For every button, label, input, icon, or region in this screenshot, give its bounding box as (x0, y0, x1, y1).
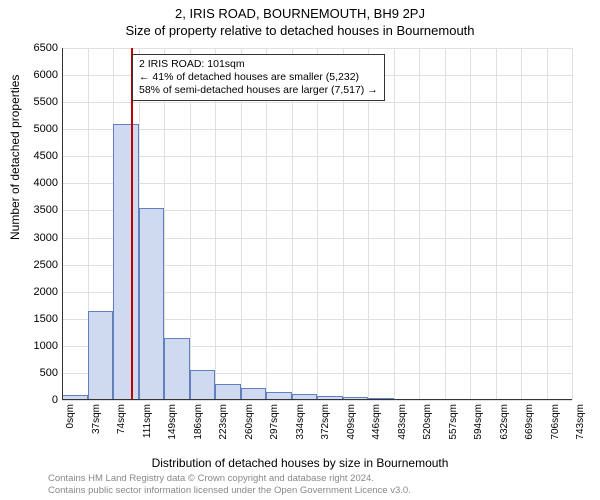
histogram-bar (88, 311, 114, 400)
ytick-label: 6500 (18, 42, 58, 54)
xtick-label: 669sqm (524, 404, 535, 440)
histogram-bar (113, 124, 139, 400)
xtick-label: 223sqm (218, 404, 229, 440)
annotation-box: 2 IRIS ROAD: 101sqm ← 41% of detached ho… (132, 54, 385, 101)
xtick-label: 706sqm (550, 404, 561, 440)
histogram-bar (164, 338, 190, 400)
ytick-label: 500 (18, 367, 58, 379)
xtick-label: 483sqm (397, 404, 408, 440)
ytick-label: 1500 (18, 313, 58, 325)
ytick-label: 0 (18, 394, 58, 406)
xtick-label: 520sqm (422, 404, 433, 440)
gridline-h (62, 400, 572, 401)
x-axis-line (62, 399, 572, 400)
xtick-label: 409sqm (346, 404, 357, 440)
annotation-line3: 58% of semi-detached houses are larger (… (139, 84, 378, 97)
ytick-label: 3500 (18, 204, 58, 216)
xtick-label: 186sqm (193, 404, 204, 440)
annotation-line1: 2 IRIS ROAD: 101sqm (139, 58, 378, 71)
histogram-bar (139, 208, 165, 400)
xtick-label: 632sqm (499, 404, 510, 440)
xtick-label: 743sqm (575, 404, 586, 440)
title-sub: Size of property relative to detached ho… (0, 21, 600, 38)
xtick-label: 297sqm (269, 404, 280, 440)
plot-area: 0500100015002000250030003500400045005000… (62, 48, 572, 400)
gridline-v (445, 48, 446, 400)
ytick-label: 4000 (18, 177, 58, 189)
footer-line1: Contains HM Land Registry data © Crown c… (48, 473, 411, 484)
xtick-label: 594sqm (473, 404, 484, 440)
gridline-v (470, 48, 471, 400)
y-axis-line (62, 48, 63, 400)
footer: Contains HM Land Registry data © Crown c… (48, 473, 411, 496)
gridline-v (547, 48, 548, 400)
ytick-label: 2500 (18, 259, 58, 271)
xtick-label: 372sqm (320, 404, 331, 440)
xtick-label: 0sqm (65, 404, 76, 428)
title-main: 2, IRIS ROAD, BOURNEMOUTH, BH9 2PJ (0, 0, 600, 21)
chart-container: 2, IRIS ROAD, BOURNEMOUTH, BH9 2PJ Size … (0, 0, 600, 500)
histogram-bar (190, 370, 216, 400)
histogram-bar (215, 384, 241, 400)
gridline-v (394, 48, 395, 400)
gridline-v (419, 48, 420, 400)
xtick-label: 260sqm (244, 404, 255, 440)
xtick-label: 37sqm (91, 404, 102, 434)
xtick-label: 111sqm (142, 404, 153, 438)
gridline-v (496, 48, 497, 400)
xtick-label: 74sqm (116, 404, 127, 434)
annotation-line2: ← 41% of detached houses are smaller (5,… (139, 71, 378, 84)
ytick-label: 6000 (18, 69, 58, 81)
xtick-label: 446sqm (371, 404, 382, 440)
ytick-label: 2000 (18, 286, 58, 298)
xtick-label: 557sqm (448, 404, 459, 440)
ytick-label: 5500 (18, 96, 58, 108)
ytick-label: 4500 (18, 150, 58, 162)
gridline-v (572, 48, 573, 400)
footer-line2: Contains public sector information licen… (48, 485, 411, 496)
ytick-label: 3000 (18, 232, 58, 244)
xtick-label: 334sqm (295, 404, 306, 440)
gridline-v (521, 48, 522, 400)
x-axis-label: Distribution of detached houses by size … (0, 456, 600, 470)
ytick-label: 1000 (18, 340, 58, 352)
ytick-label: 5000 (18, 123, 58, 135)
xtick-label: 149sqm (167, 404, 178, 440)
